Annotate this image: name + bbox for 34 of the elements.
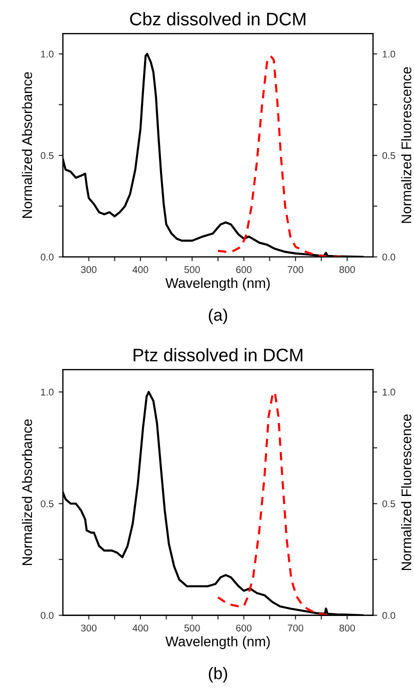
x-tick-label: 600 [236, 266, 252, 274]
y-tick-label: 0.0 [40, 612, 54, 619]
x-axis-title: Wavelength (nm) [165, 278, 270, 291]
x-tick-label: 800 [339, 624, 355, 632]
x-tick-label: 700 [288, 624, 304, 632]
y-axis-title: Normalized Absorbance [22, 419, 32, 566]
y-tick-label: 0.5 [40, 152, 54, 160]
y-axis-title: Normalized Absorbance [22, 72, 32, 218]
chart-title: Cbz dissolved in DCM [130, 12, 306, 26]
x-tick-label: 300 [81, 624, 96, 632]
y2-tick-label: 0.5 [382, 500, 396, 508]
x-tick-label: 400 [132, 624, 148, 632]
y-tick-label: 1.0 [41, 388, 54, 396]
x-tick-label: 700 [288, 266, 304, 274]
y2-tick-label: 1.0 [382, 50, 396, 58]
x-tick-label: 600 [236, 624, 252, 632]
y2-tick-label: 0.5 [382, 152, 396, 160]
x-tick-label: 400 [132, 266, 148, 274]
y-tick-label: 1.0 [41, 50, 54, 58]
x-tick-label: 500 [184, 266, 200, 274]
x-tick-label: 500 [184, 624, 200, 632]
y2-tick-label: 0.0 [382, 612, 396, 619]
y2-axis-title: Normalized Fluorescence [401, 414, 412, 570]
x-tick-label: 300 [81, 266, 96, 274]
y2-tick-label: 1.0 [382, 388, 396, 396]
x-axis-title: Wavelength (nm) [165, 636, 270, 650]
text: (b) [208, 667, 228, 683]
y2-axis-title: Normalized Fluorescence [401, 67, 412, 223]
x-tick-label: 800 [339, 266, 355, 274]
chart-title: Ptz dissolved in DCM [134, 348, 302, 362]
y2-tick-label: 0.0 [382, 254, 396, 261]
y-tick-label: 0.0 [40, 254, 54, 261]
y-tick-label: 0.5 [40, 500, 54, 508]
text: (a) [208, 308, 228, 324]
